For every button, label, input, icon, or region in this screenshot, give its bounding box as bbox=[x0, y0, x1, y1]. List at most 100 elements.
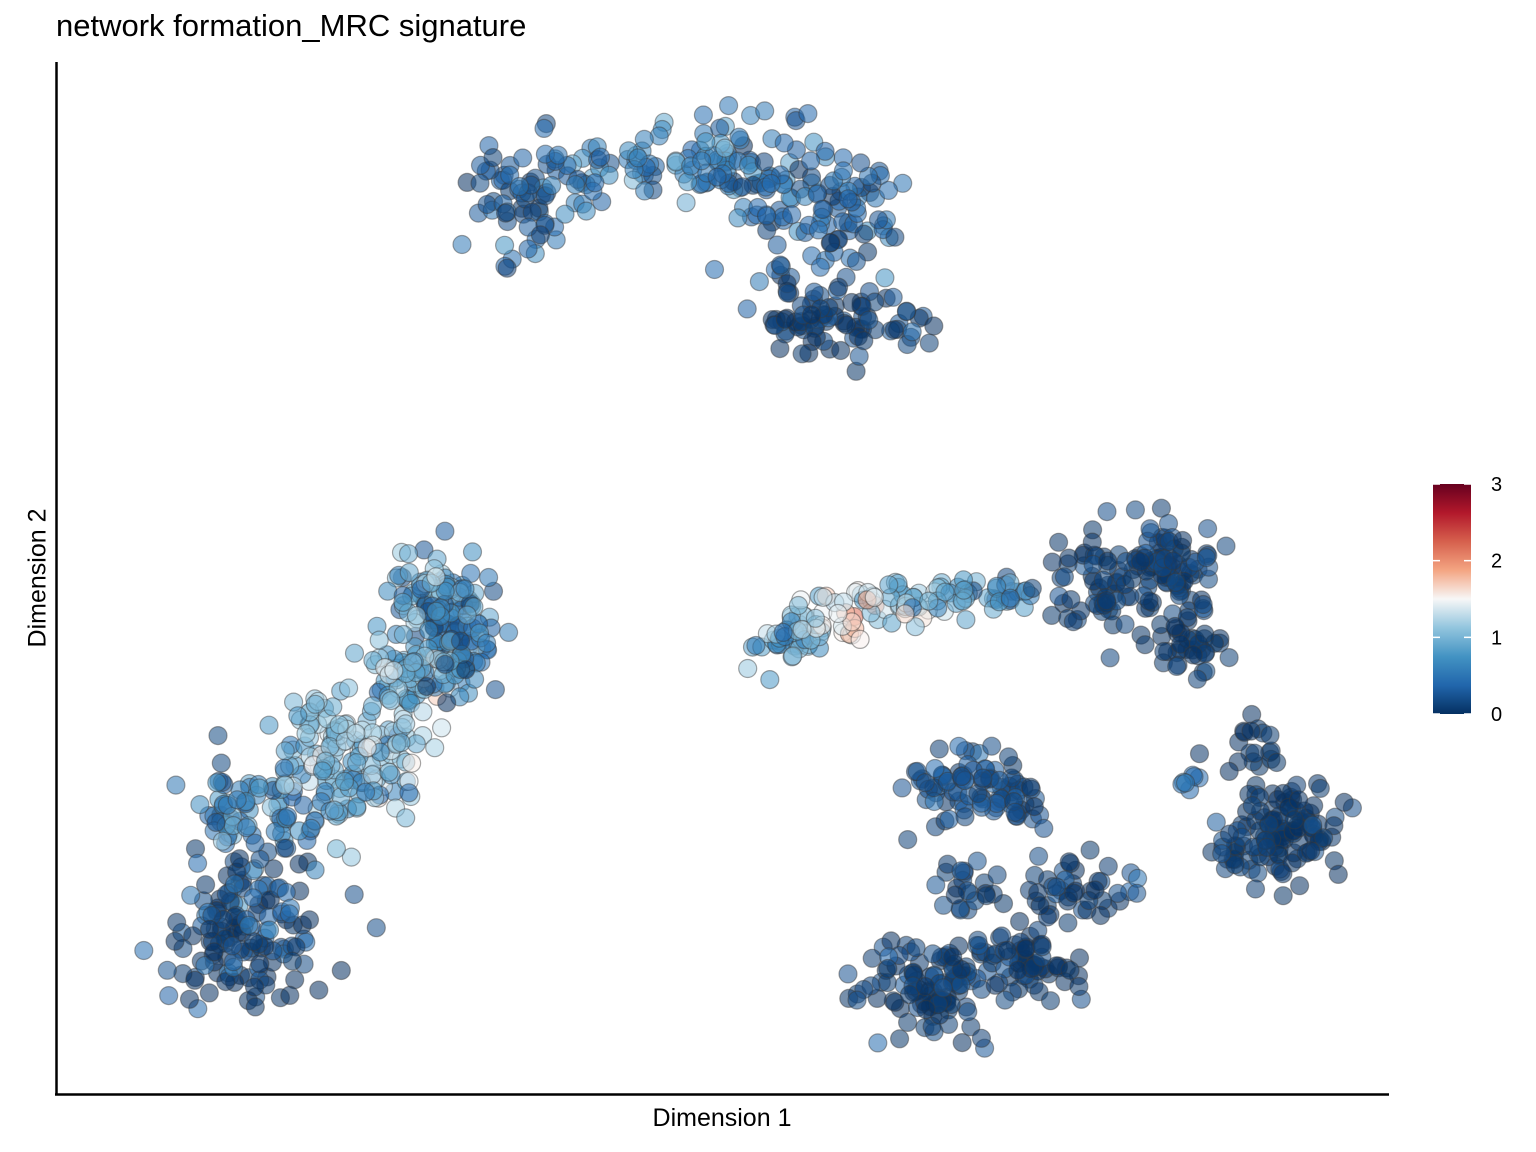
scatter-point bbox=[496, 203, 516, 223]
scatter-point bbox=[864, 587, 884, 608]
scatter-point bbox=[406, 606, 427, 626]
scatter-point bbox=[1048, 532, 1069, 552]
scatter-point bbox=[1163, 551, 1183, 571]
scatter-point bbox=[973, 768, 993, 788]
scatter-point bbox=[1195, 624, 1215, 644]
scatter-point bbox=[1108, 883, 1128, 904]
scatter-point bbox=[518, 239, 538, 259]
scatter-point bbox=[1324, 816, 1344, 836]
scatter-point bbox=[1024, 796, 1044, 817]
scatter-point bbox=[227, 790, 247, 810]
scatter-point bbox=[245, 833, 265, 853]
scatter-point bbox=[756, 206, 777, 226]
scatter-point bbox=[924, 316, 944, 336]
colorbar-tick-label: 1 bbox=[1491, 627, 1502, 649]
scatter-point bbox=[1219, 647, 1239, 668]
scatter-point bbox=[179, 989, 200, 1009]
scatter-point bbox=[393, 592, 413, 612]
scatter-point bbox=[312, 761, 332, 781]
scatter-point bbox=[1151, 498, 1172, 518]
scatter-point bbox=[943, 947, 963, 967]
scatter-point bbox=[1030, 896, 1050, 916]
scatter-point bbox=[767, 235, 787, 255]
scatter-point bbox=[305, 694, 325, 714]
scatter-point bbox=[693, 105, 714, 125]
scatter-point bbox=[243, 931, 264, 952]
scatter-point bbox=[347, 753, 367, 773]
scatter-point bbox=[1059, 548, 1079, 568]
scatter-point bbox=[906, 938, 926, 958]
scatter-point bbox=[851, 153, 871, 173]
scatter-point bbox=[1080, 840, 1100, 860]
scatter-point bbox=[435, 654, 455, 675]
scatter-point bbox=[1140, 519, 1160, 539]
scatter-point bbox=[402, 753, 422, 773]
colorbar-ticks: 0 1 2 3 bbox=[1433, 474, 1502, 726]
scatter-point bbox=[1032, 937, 1052, 957]
scatter-point bbox=[530, 225, 551, 245]
scatter-point bbox=[576, 201, 596, 221]
scatter-point bbox=[945, 885, 965, 905]
scatter-point bbox=[250, 849, 270, 869]
scatter-point bbox=[770, 339, 790, 359]
scatter-point bbox=[275, 741, 295, 761]
scatter-point bbox=[850, 629, 870, 650]
scatter-point bbox=[413, 702, 433, 722]
scatter-point bbox=[426, 567, 446, 587]
scatter-point bbox=[276, 882, 296, 903]
scatter-point bbox=[1042, 605, 1062, 626]
scatter-point bbox=[1139, 591, 1159, 611]
scatter-point bbox=[497, 258, 517, 278]
scatter-point bbox=[585, 173, 605, 193]
scatter-point bbox=[157, 960, 177, 980]
scatter-point bbox=[805, 608, 826, 628]
scatter-point bbox=[289, 854, 309, 874]
scatter-point bbox=[211, 753, 231, 773]
scatter-point bbox=[195, 955, 215, 976]
scatter-point bbox=[456, 660, 476, 680]
scatter-point bbox=[774, 133, 794, 153]
scatter-point bbox=[879, 575, 899, 595]
scatter-point bbox=[951, 861, 971, 881]
scatter-point bbox=[485, 679, 505, 700]
scatter-point bbox=[301, 818, 321, 838]
scatter-point bbox=[417, 676, 437, 697]
scatter-point bbox=[369, 630, 389, 650]
scatter-point bbox=[1197, 518, 1218, 539]
scatter-point bbox=[1165, 616, 1185, 637]
scatter-point bbox=[1042, 552, 1062, 572]
x-axis-label: Dimension 1 bbox=[652, 1104, 792, 1132]
scatter-point bbox=[477, 633, 497, 653]
scatter-point bbox=[884, 320, 904, 340]
scatter-point bbox=[326, 839, 346, 859]
scatter-point bbox=[842, 612, 862, 632]
scatter-point bbox=[279, 904, 299, 924]
scatter-point bbox=[1241, 721, 1261, 741]
scatter-point bbox=[541, 175, 562, 196]
scatter-point bbox=[1097, 502, 1117, 522]
scatter-point bbox=[599, 165, 619, 185]
scatter-point bbox=[847, 990, 867, 1010]
scatter-point bbox=[899, 984, 920, 1005]
scatter-point bbox=[1093, 570, 1113, 590]
scatter-point bbox=[165, 931, 185, 951]
scatter-point bbox=[1288, 790, 1309, 810]
scatter-point bbox=[548, 145, 568, 165]
scatter-point bbox=[181, 885, 201, 905]
points-layer bbox=[134, 95, 1363, 1058]
colorbar-gradient bbox=[1433, 484, 1471, 714]
scatter-point bbox=[212, 831, 232, 851]
scatter-point bbox=[833, 161, 854, 181]
scatter-point bbox=[250, 954, 270, 974]
scatter-point bbox=[1242, 795, 1262, 816]
scatter-point bbox=[259, 715, 279, 735]
scatter-point bbox=[565, 175, 586, 195]
scatter-point bbox=[206, 812, 226, 833]
scatter-point bbox=[1166, 572, 1186, 592]
scatter-point bbox=[190, 794, 210, 815]
chart-title: network formation_MRC signature bbox=[56, 8, 527, 43]
scatter-point bbox=[1172, 530, 1193, 551]
scatter-point bbox=[696, 132, 716, 152]
scatter-point bbox=[792, 344, 812, 364]
scatter-point bbox=[1219, 761, 1239, 782]
